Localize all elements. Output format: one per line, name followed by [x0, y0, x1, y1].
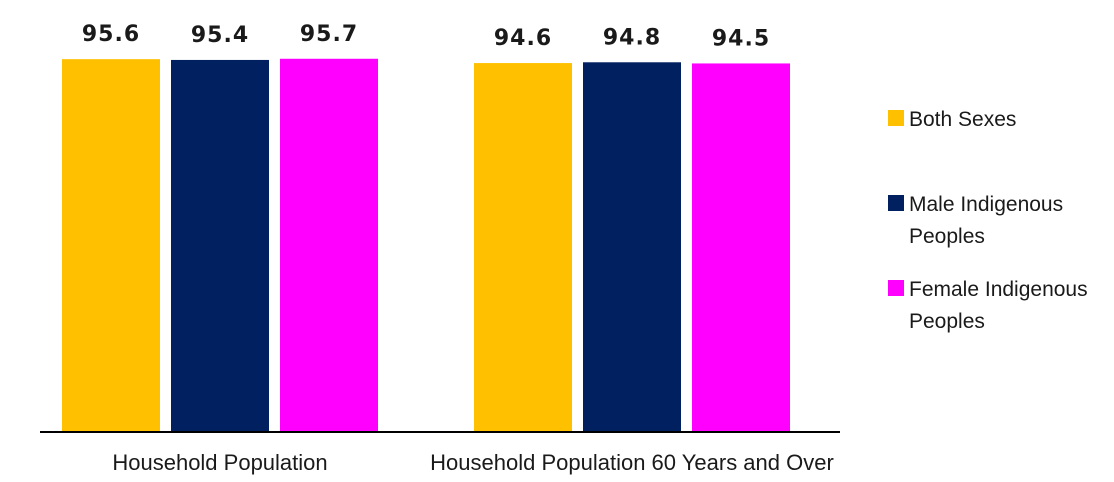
legend-label: Peoples [909, 225, 985, 248]
category-label: Household Population [112, 450, 327, 475]
value-label: 95.6 [82, 22, 140, 47]
bar-both-sexes-1 [474, 63, 572, 433]
legend-label: Female Indigenous [909, 278, 1088, 301]
bar-male-indigenous-peoples-1 [583, 62, 681, 432]
legend: Both Sexes Male Indigenous Peoples Female I… [888, 108, 1088, 333]
value-label: 94.6 [494, 26, 552, 51]
legend-swatch-0 [888, 110, 904, 126]
legend-label: Both Sexes [909, 108, 1016, 131]
legend-label: Peoples [909, 310, 985, 333]
value-labels-group: 95.6 95.4 95.7 94.6 94.8 94.5 [82, 22, 770, 52]
legend-swatch-1 [888, 195, 904, 211]
bars-group [62, 58, 790, 433]
value-label: 95.7 [300, 22, 358, 47]
category-labels-group: Household Population Household Population… [112, 450, 833, 475]
category-label: Household Population 60 Years and Over [430, 450, 834, 475]
bar-female-indigenous-peoples-1 [692, 63, 790, 432]
value-label: 94.8 [603, 25, 661, 50]
legend-swatch-2 [888, 280, 904, 296]
legend-label: Male Indigenous [909, 193, 1063, 216]
bar-male-indigenous-peoples-0 [171, 59, 269, 432]
value-label: 95.4 [191, 23, 249, 48]
bar-both-sexes-0 [62, 59, 160, 432]
bar-female-indigenous-peoples-0 [280, 58, 378, 433]
value-label: 94.5 [712, 26, 770, 51]
